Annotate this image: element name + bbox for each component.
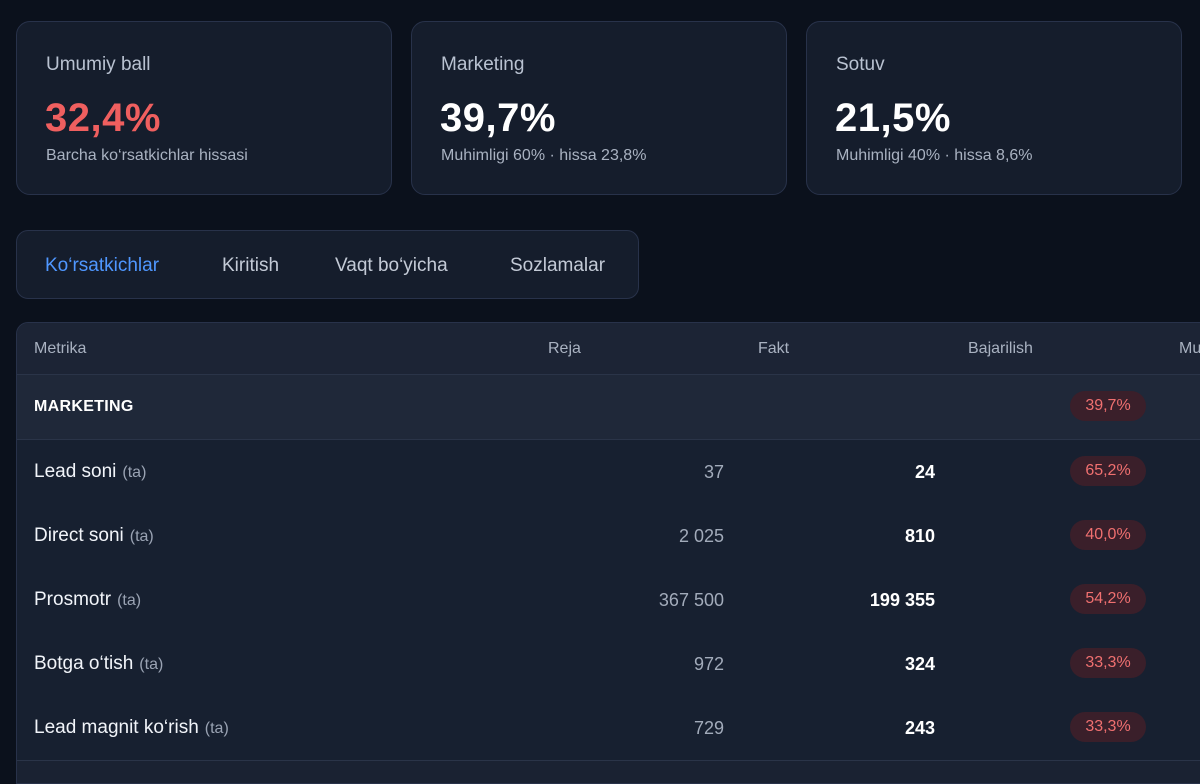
completion-badge: 33,3% xyxy=(1070,648,1146,678)
metric-name: Direct soni (ta) xyxy=(34,525,154,547)
column-header-plan: Reja xyxy=(548,340,581,357)
column-header-metric: Metrika xyxy=(34,340,87,357)
table-row[interactable]: Botga o‘tish (ta) 972 324 33,3% xyxy=(17,632,1200,697)
table-row[interactable]: Lead magnit ko‘rish (ta) 729 243 33,3% xyxy=(17,696,1200,761)
card-title: Umumiy ball xyxy=(46,54,151,75)
column-header-importance: Mu xyxy=(1179,340,1200,357)
column-header-fact: Fakt xyxy=(758,340,790,357)
column-header-completion: Bajarilish xyxy=(968,340,1033,357)
card-title: Marketing xyxy=(441,54,525,75)
card-title: Sotuv xyxy=(836,54,885,75)
card-subtitle: Muhimligi 60% · hissa 23,8% xyxy=(441,147,647,164)
completion-badge: 39,7% xyxy=(1070,391,1146,421)
section-label: MARKETING xyxy=(34,398,134,415)
card-subtitle: Barcha ko‘rsatkichlar hissasi xyxy=(46,147,248,164)
card-value: 39,7% xyxy=(440,96,556,140)
plan-value: 2 025 xyxy=(678,526,724,546)
fact-value: 199 355 xyxy=(869,590,935,610)
metric-unit: (ta) xyxy=(117,592,142,609)
table-row[interactable]: Direct soni (ta) 2 025 810 40,0% xyxy=(17,504,1200,569)
metric-unit: (ta) xyxy=(204,720,229,737)
plan-value: 367 500 xyxy=(658,590,724,610)
summary-card-sales: Sotuv 21,5% Muhimligi 40% · hissa 8,6% xyxy=(806,21,1182,195)
card-value: 21,5% xyxy=(835,96,951,140)
tab-settings[interactable]: Sozlamalar xyxy=(510,255,606,276)
metric-label: Lead magnit ko‘rish xyxy=(34,717,199,738)
tab-bar: Ko‘rsatkichlar Kiritish Vaqt bo‘yicha So… xyxy=(16,230,639,299)
completion-badge: 65,2% xyxy=(1070,456,1146,486)
metric-name: Lead soni (ta) xyxy=(34,461,146,483)
metric-name: Lead magnit ko‘rish (ta) xyxy=(34,717,229,739)
metric-name: Botga o‘tish (ta) xyxy=(34,653,163,675)
fact-value: 324 xyxy=(904,654,935,674)
plan-value: 729 xyxy=(693,718,724,738)
metric-label: Direct soni xyxy=(34,525,124,546)
completion-badge: 40,0% xyxy=(1070,520,1146,550)
metric-unit: (ta) xyxy=(129,528,154,545)
completion-badge: 54,2% xyxy=(1070,584,1146,614)
section-row-marketing: MARKETING 39,7% xyxy=(17,375,1200,440)
fact-value: 243 xyxy=(904,718,935,738)
metric-label: Lead soni xyxy=(34,461,117,482)
plan-value: 972 xyxy=(693,654,724,674)
card-value: 32,4% xyxy=(45,96,161,140)
completion-badge: 33,3% xyxy=(1070,712,1146,742)
table-row[interactable]: Lead soni (ta) 37 24 65,2% xyxy=(17,440,1200,505)
metric-label: Botga o‘tish xyxy=(34,653,134,674)
summary-card-overall: Umumiy ball 32,4% Barcha ko‘rsatkichlar … xyxy=(16,21,392,195)
metrics-table: Metrika Reja Fakt Bajarilish Mu MARKETIN… xyxy=(16,322,1200,784)
tab-indicators[interactable]: Ko‘rsatkichlar xyxy=(45,255,160,276)
metric-label: Prosmotr xyxy=(34,589,112,610)
metric-unit: (ta) xyxy=(139,656,164,673)
card-subtitle: Muhimligi 40% · hissa 8,6% xyxy=(836,147,1033,164)
tab-by-time[interactable]: Vaqt bo‘yicha xyxy=(335,255,448,276)
tab-input[interactable]: Kiritish xyxy=(222,255,280,276)
plan-value: 37 xyxy=(703,462,724,482)
fact-value: 810 xyxy=(904,526,935,546)
metric-name: Prosmotr (ta) xyxy=(34,589,141,611)
metric-unit: (ta) xyxy=(122,464,147,481)
table-row[interactable]: Prosmotr (ta) 367 500 199 355 54,2% xyxy=(17,568,1200,633)
table-header: Metrika Reja Fakt Bajarilish Mu xyxy=(17,323,1200,375)
summary-card-marketing: Marketing 39,7% Muhimligi 60% · hissa 23… xyxy=(411,21,787,195)
fact-value: 24 xyxy=(914,462,935,482)
